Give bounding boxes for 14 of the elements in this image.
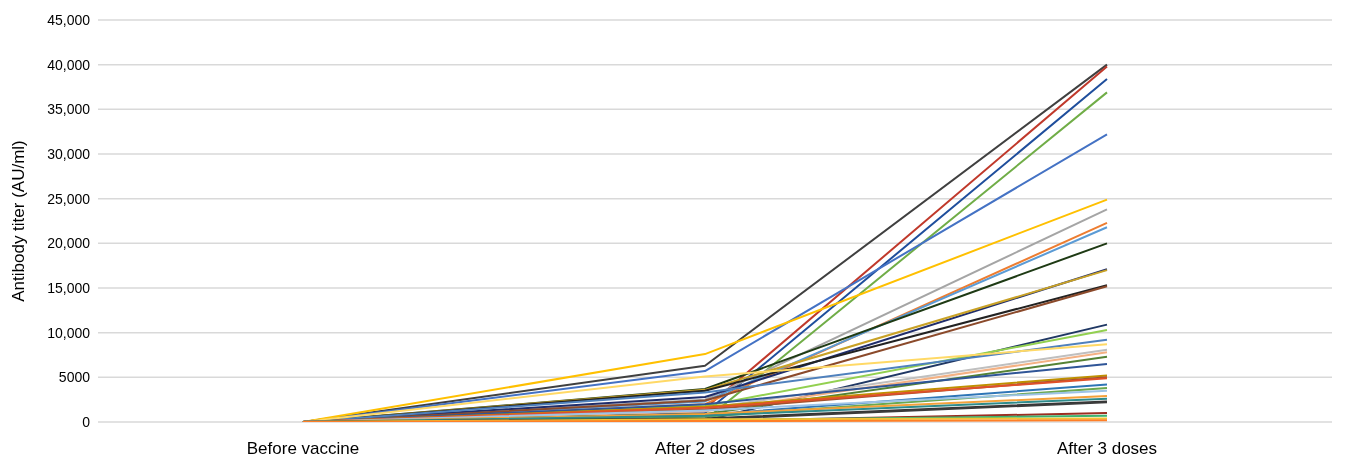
x-tick-label: After 3 doses: [1056, 439, 1158, 459]
y-axis-title: Antibody titer (AU/ml): [9, 140, 29, 302]
y-tick-label: 0: [82, 413, 91, 430]
y-tick-label: 35,000: [47, 101, 91, 118]
y-tick-label: 10,000: [47, 324, 91, 341]
y-tick-label: 5000: [58, 369, 91, 386]
y-tick-label: 40,000: [47, 56, 91, 73]
y-tick-label: 45,000: [47, 11, 91, 28]
y-tick-label: 20,000: [47, 235, 91, 252]
y-tick-label: 25,000: [47, 190, 91, 207]
x-tick-label: Before vaccine: [246, 439, 360, 459]
y-tick-label: 30,000: [47, 145, 91, 162]
y-tick-label: 15,000: [47, 279, 91, 296]
x-tick-label: After 2 doses: [654, 439, 756, 459]
